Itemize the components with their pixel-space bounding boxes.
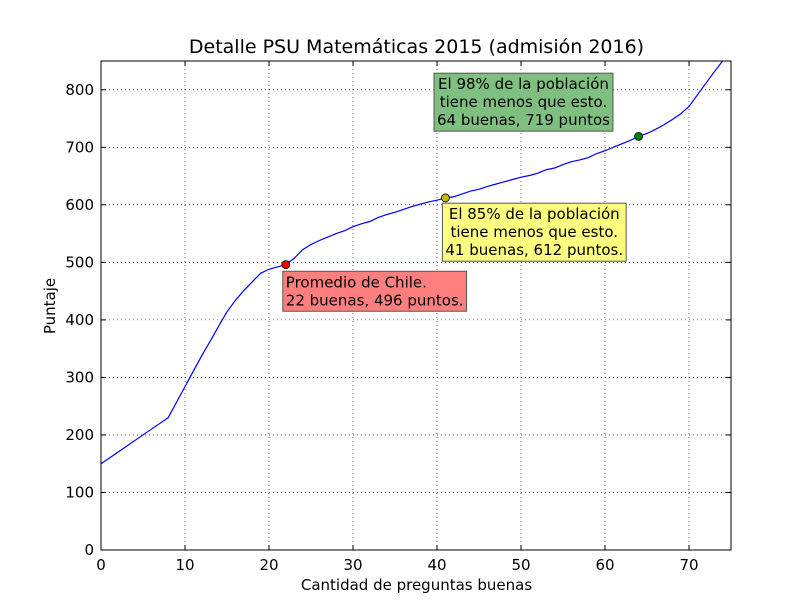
x-tick-label: 0	[96, 556, 106, 574]
y-tick-label: 700	[65, 138, 94, 156]
x-tick-label: 10	[175, 556, 194, 574]
x-axis-label: Cantidad de preguntas buenas	[301, 576, 532, 594]
x-tick-label: 20	[259, 556, 278, 574]
data-marker-0	[281, 260, 291, 270]
x-tick-label: 50	[511, 556, 530, 574]
annotation-line-2-0: El 98% de la población	[438, 75, 609, 93]
y-tick-label: 100	[65, 483, 94, 501]
x-tick-label: 60	[595, 556, 614, 574]
annotation-box-1	[441, 202, 627, 262]
y-tick-label: 600	[65, 196, 94, 214]
y-tick-label: 200	[65, 426, 94, 444]
annotation-line-2-2: 64 buenas, 719 puntos	[437, 111, 610, 129]
data-marker-2	[634, 131, 643, 141]
x-tick-label: 30	[343, 556, 362, 574]
y-tick-label: 500	[65, 253, 94, 271]
annotation-box-0	[282, 270, 468, 312]
annotation-0: Promedio de Chile.22 buenas, 496 puntos.	[282, 270, 468, 312]
chart-title: Detalle PSU Matemáticas 2015 (admisión 2…	[189, 36, 644, 58]
annotation-line-0-1: 22 buenas, 496 puntos.	[286, 291, 464, 309]
annotations-group: Promedio de Chile.22 buenas, 496 puntos.…	[282, 72, 627, 312]
annotation-line-1-0: El 85% de la población	[449, 205, 620, 223]
annotation-line-2-1: tiene menos que esto.	[440, 93, 608, 111]
annotation-box-2	[433, 72, 614, 132]
annotation-line-0-0: Promedio de Chile.	[286, 273, 427, 291]
annotation-line-1-2: 41 buenas, 612 puntos.	[445, 241, 623, 259]
x-tick-label: 70	[679, 556, 698, 574]
plot-area-frame	[100, 60, 732, 551]
series-group	[101, 61, 724, 465]
data-marker-1	[440, 193, 450, 203]
y-tick-label: 0	[84, 541, 94, 559]
y-tick-label: 800	[65, 81, 94, 99]
annotation-line-1-1: tiene menos que esto.	[451, 223, 619, 241]
x-tick-label: 40	[427, 556, 446, 574]
y-axis-label: Puntaje	[41, 278, 59, 334]
series-line-0	[101, 61, 724, 465]
y-tick-label: 300	[65, 368, 94, 386]
markers-group	[281, 131, 643, 270]
y-tick-label: 400	[65, 311, 94, 329]
